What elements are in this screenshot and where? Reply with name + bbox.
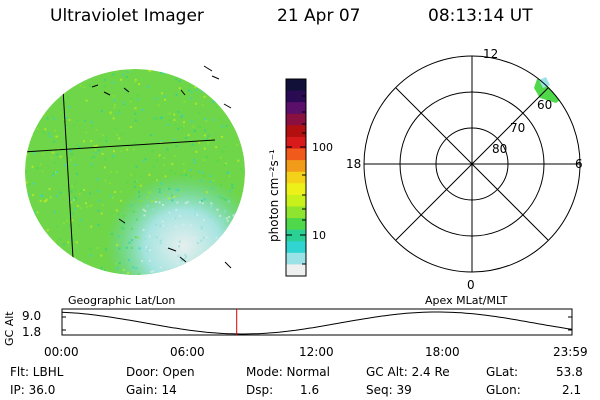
x-tick-1200: 12:00 bbox=[299, 345, 334, 359]
timeline-right-label: Apex MLat/MLT bbox=[425, 294, 508, 307]
colorbar-band bbox=[286, 252, 306, 266]
polar-plot: 12 18 6 0 60 70 80 bbox=[346, 47, 583, 292]
info-dsp-value: 1.6 bbox=[300, 383, 320, 397]
colorbar-band bbox=[286, 194, 306, 208]
lon-grid-line bbox=[61, 71, 75, 275]
colorbar: 100 10 photon cm⁻²s⁻¹ bbox=[267, 78, 333, 277]
timeline-ylabel: GC Alt bbox=[3, 311, 16, 346]
altitude-curve bbox=[61, 311, 573, 335]
info-ip: IP: 36.0 bbox=[10, 383, 56, 397]
mlt-label-12: 12 bbox=[483, 47, 498, 61]
lat-label-60: 60 bbox=[537, 98, 552, 112]
observation-time: 08:13:14 UT bbox=[428, 6, 533, 26]
observation-date: 21 Apr 07 bbox=[277, 6, 361, 26]
info-glon-value: 2.1 bbox=[562, 383, 582, 397]
x-tick-0000: 00:00 bbox=[44, 345, 79, 359]
info-gain: Gain: 14 bbox=[126, 383, 177, 397]
lat-label-80: 80 bbox=[492, 142, 507, 156]
lat-label-70: 70 bbox=[510, 121, 525, 135]
colorbar-band bbox=[286, 90, 306, 103]
info-mode: Mode: Normal bbox=[246, 365, 330, 379]
colorbar-band bbox=[286, 206, 306, 219]
instrument-title: Ultraviolet Imager bbox=[50, 6, 204, 26]
colorbar-band bbox=[286, 160, 306, 173]
colorbar-band bbox=[286, 113, 306, 126]
colorbar-label: photon cm⁻²s⁻¹ bbox=[267, 149, 281, 242]
timeline-left-label: Geographic Lat/Lon bbox=[68, 294, 175, 307]
x-tick-2359: 23:59 bbox=[553, 345, 588, 359]
lat-grid-line bbox=[25, 139, 216, 153]
x-tick-0600: 06:00 bbox=[170, 345, 205, 359]
colorbar-band bbox=[286, 102, 306, 115]
colorbar-band bbox=[286, 241, 306, 254]
geographic-image bbox=[25, 69, 245, 275]
y-tick-1.8: 1.8 bbox=[22, 325, 41, 339]
colorbar-tick-100: 100 bbox=[312, 141, 333, 154]
colorbar-band bbox=[286, 79, 306, 92]
info-glat-label: GLat: bbox=[486, 365, 519, 379]
colorbar-band bbox=[286, 171, 306, 184]
info-door: Door: Open bbox=[126, 365, 195, 379]
colorbar-tick-10: 10 bbox=[312, 229, 326, 242]
uv-disk-dayside-edge bbox=[25, 69, 245, 275]
colorbar-ticks bbox=[286, 95, 306, 265]
mlt-label-0: 0 bbox=[467, 278, 475, 292]
x-tick-1800: 18:00 bbox=[425, 345, 460, 359]
info-seq: Seq: 39 bbox=[366, 383, 412, 397]
info-glat-value: 53.8 bbox=[556, 365, 583, 379]
mlt-label-18: 18 bbox=[346, 157, 361, 171]
coastline-marks bbox=[91, 65, 232, 269]
colorbar-band bbox=[286, 264, 306, 277]
colorbar-band bbox=[286, 183, 306, 196]
colorbar-band bbox=[286, 136, 306, 150]
colorbar-scale bbox=[286, 79, 306, 277]
timeline: Geographic Lat/Lon Apex MLat/MLT 9.0 1.8… bbox=[3, 294, 588, 359]
colorbar-band bbox=[286, 218, 306, 231]
y-tick-9: 9.0 bbox=[22, 309, 41, 323]
colorbar-band bbox=[286, 148, 306, 161]
mlt-label-6: 6 bbox=[575, 157, 583, 171]
colorbar-band bbox=[286, 229, 306, 242]
info-glon-label: GLon: bbox=[486, 383, 521, 397]
polar-patch-edge bbox=[539, 77, 550, 88]
colorbar-band bbox=[286, 125, 306, 138]
info-dsp-label: Dsp: bbox=[246, 383, 274, 397]
info-filter: Flt: LBHL bbox=[10, 365, 64, 379]
polar-grid bbox=[363, 55, 581, 273]
info-gc-alt: GC Alt: 2.4 Re bbox=[366, 365, 450, 379]
